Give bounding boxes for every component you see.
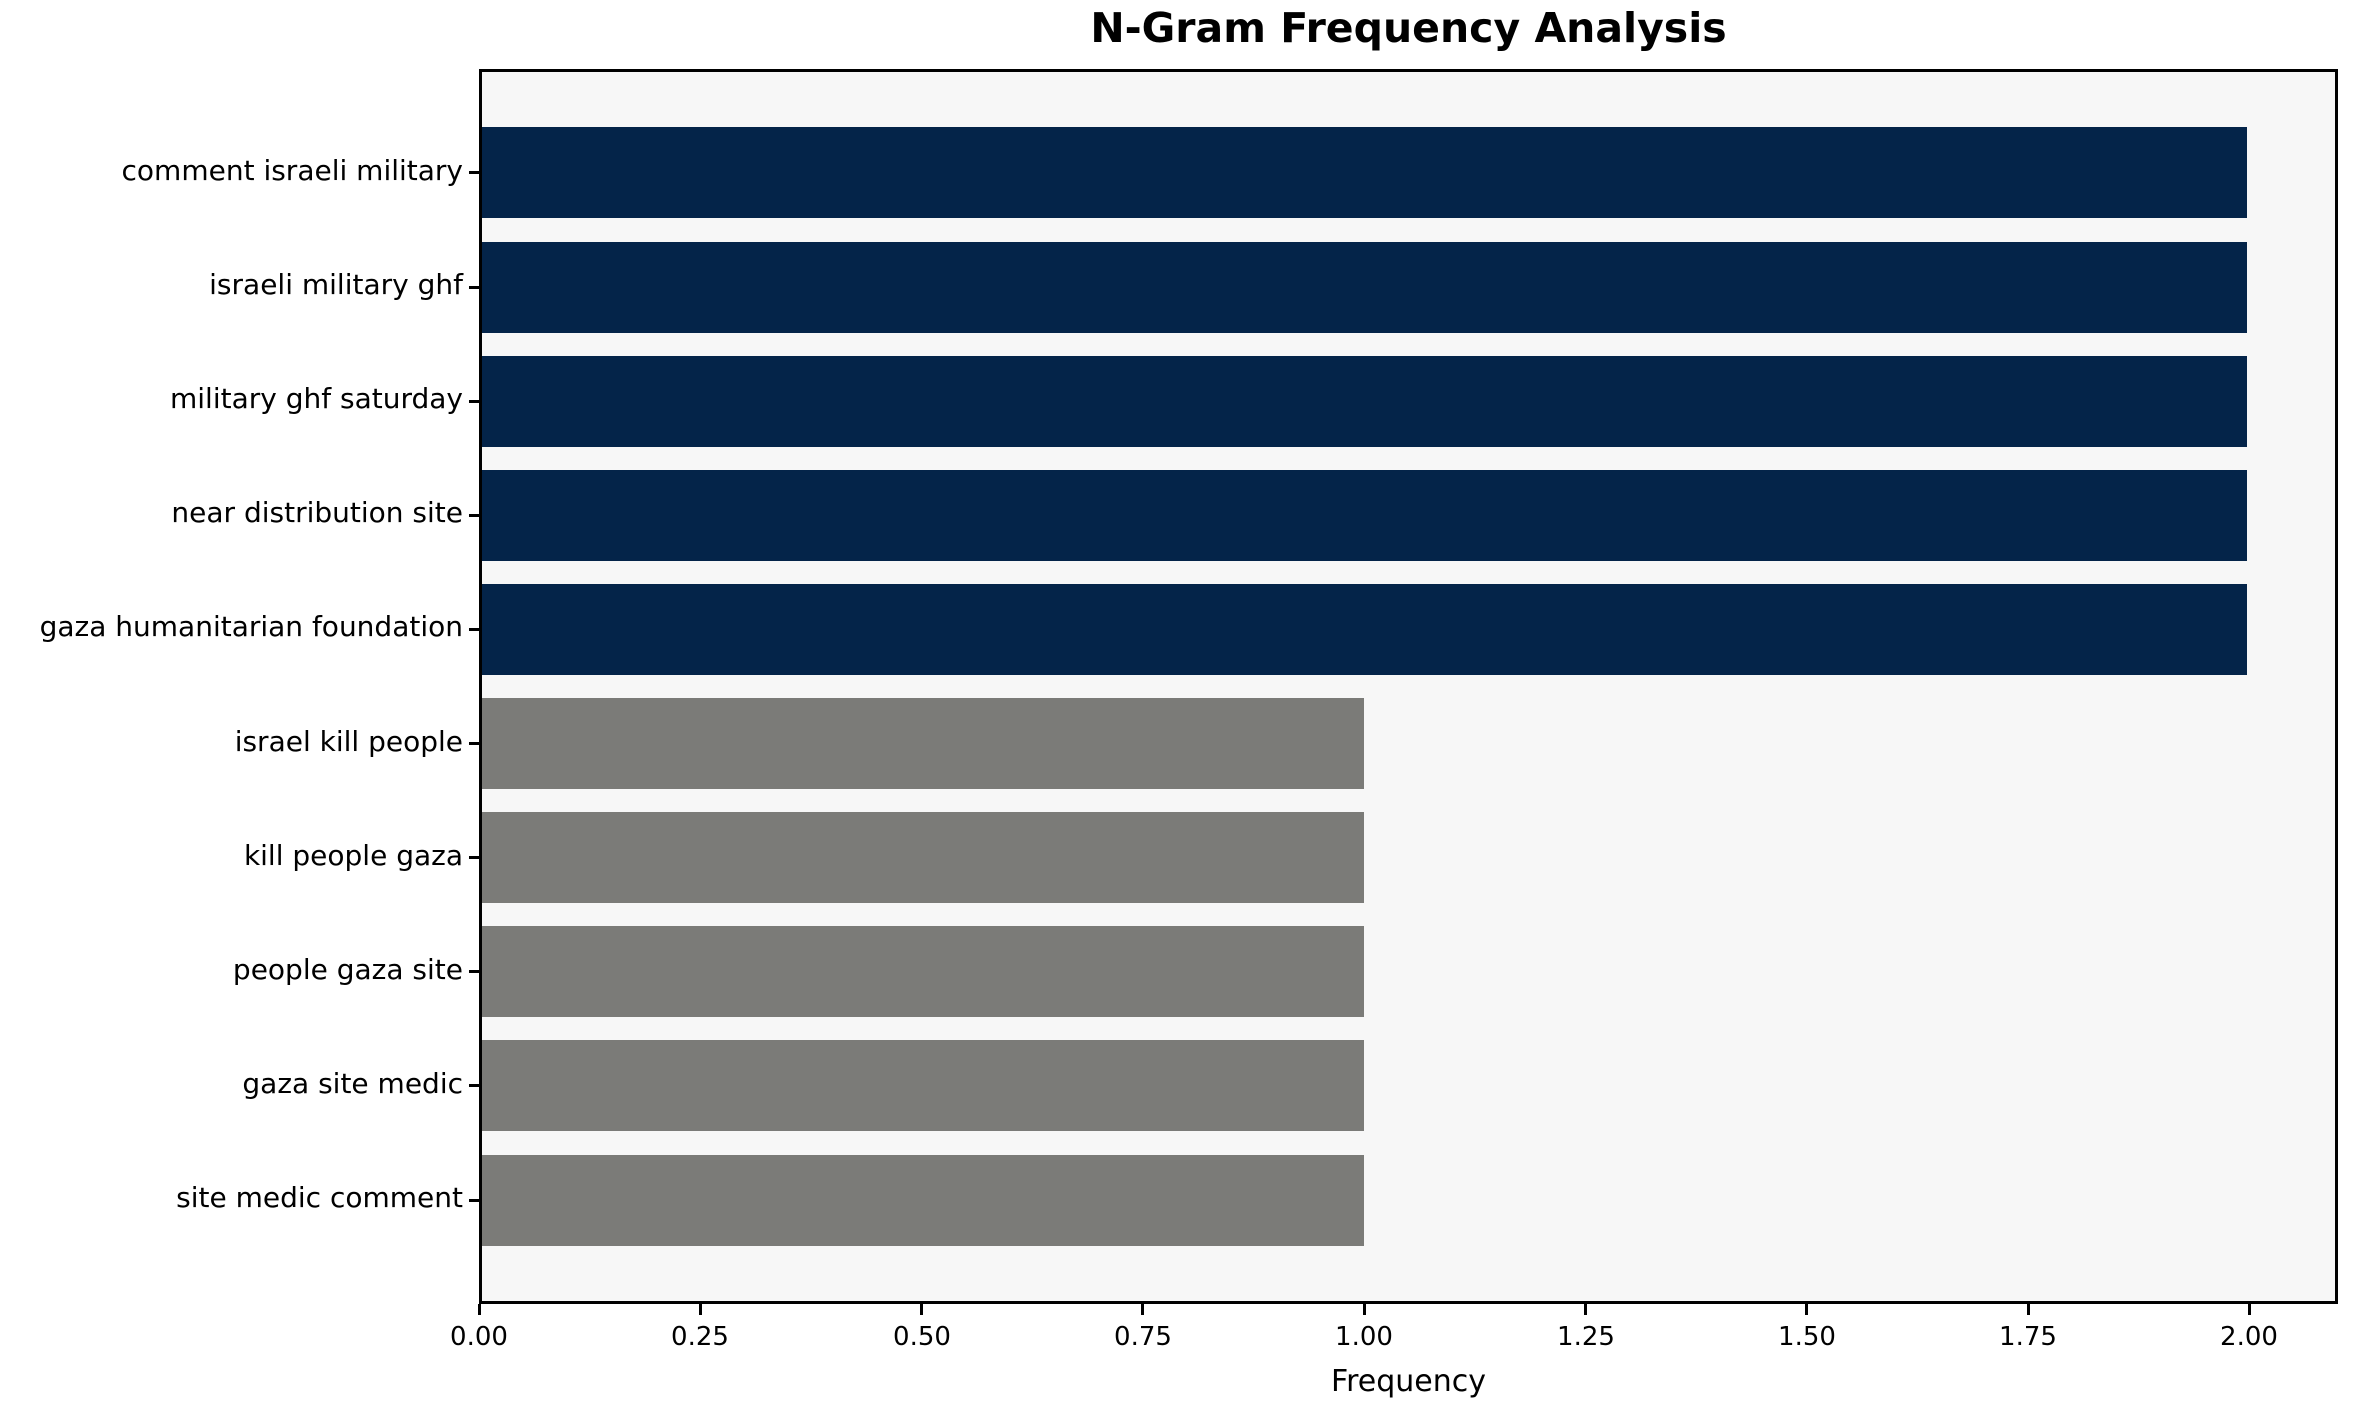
x-axis-label: Frequency [1331,1364,1486,1399]
y-tick-label-kill-people-gaza: kill people gaza [243,839,463,872]
y-tick-label-comment-israeli-military: comment israeli military [121,154,463,187]
y-tick-mark [469,856,479,859]
bar-israeli-military-ghf [482,242,2247,333]
x-tick-label-0.00: 0.00 [450,1322,508,1352]
bar-people-gaza-site [482,926,1365,1017]
y-tick-mark [469,286,479,289]
x-tick-label-0.25: 0.25 [671,1322,729,1352]
bar-military-ghf-saturday [482,356,2247,447]
x-tick-label-0.75: 0.75 [1114,1322,1172,1352]
bar-comment-israeli-military [482,127,2247,218]
x-tick-mark [2027,1304,2030,1315]
y-tick-mark [469,171,479,174]
chart-title: N-Gram Frequency Analysis [1090,4,1727,52]
y-tick-label-gaza-humanitarian-foundation: gaza humanitarian foundation [39,610,463,643]
x-tick-label-2.00: 2.00 [2220,1322,2278,1352]
x-tick-mark [699,1304,702,1315]
x-tick-mark [1805,1304,1808,1315]
y-tick-mark [469,514,479,517]
y-tick-mark [469,400,479,403]
y-tick-label-people-gaza-site: people gaza site [232,953,463,986]
y-tick-label-israel-kill-people: israel kill people [234,725,463,758]
y-tick-label-near-distribution-site: near distribution site [171,496,463,529]
x-tick-label-1.50: 1.50 [1778,1322,1836,1352]
x-tick-mark [920,1304,923,1315]
y-tick-mark [469,970,479,973]
x-tick-label-1.75: 1.75 [1999,1322,2057,1352]
x-tick-mark [1584,1304,1587,1315]
x-tick-mark [1363,1304,1366,1315]
y-tick-mark [469,742,479,745]
y-tick-mark [469,1199,479,1202]
bar-near-distribution-site [482,470,2247,561]
x-tick-label-1.00: 1.00 [1335,1322,1393,1352]
y-tick-mark [469,628,479,631]
y-tick-label-gaza-site-medic: gaza site medic [242,1067,463,1100]
y-tick-mark [469,1084,479,1087]
bar-site-medic-comment [482,1155,1365,1246]
y-tick-label-military-ghf-saturday: military ghf saturday [169,382,463,415]
y-tick-label-israeli-military-ghf: israeli military ghf [209,268,463,301]
bar-gaza-humanitarian-foundation [482,584,2247,675]
x-tick-mark [2248,1304,2251,1315]
x-tick-label-0.50: 0.50 [893,1322,951,1352]
x-tick-mark [478,1304,481,1315]
y-tick-label-site-medic-comment: site medic comment [176,1181,463,1214]
bar-israel-kill-people [482,698,1365,789]
x-tick-label-1.25: 1.25 [1557,1322,1615,1352]
plot-area [479,69,2338,1304]
x-tick-mark [1141,1304,1144,1315]
bar-kill-people-gaza [482,812,1365,903]
bar-gaza-site-medic [482,1040,1365,1131]
